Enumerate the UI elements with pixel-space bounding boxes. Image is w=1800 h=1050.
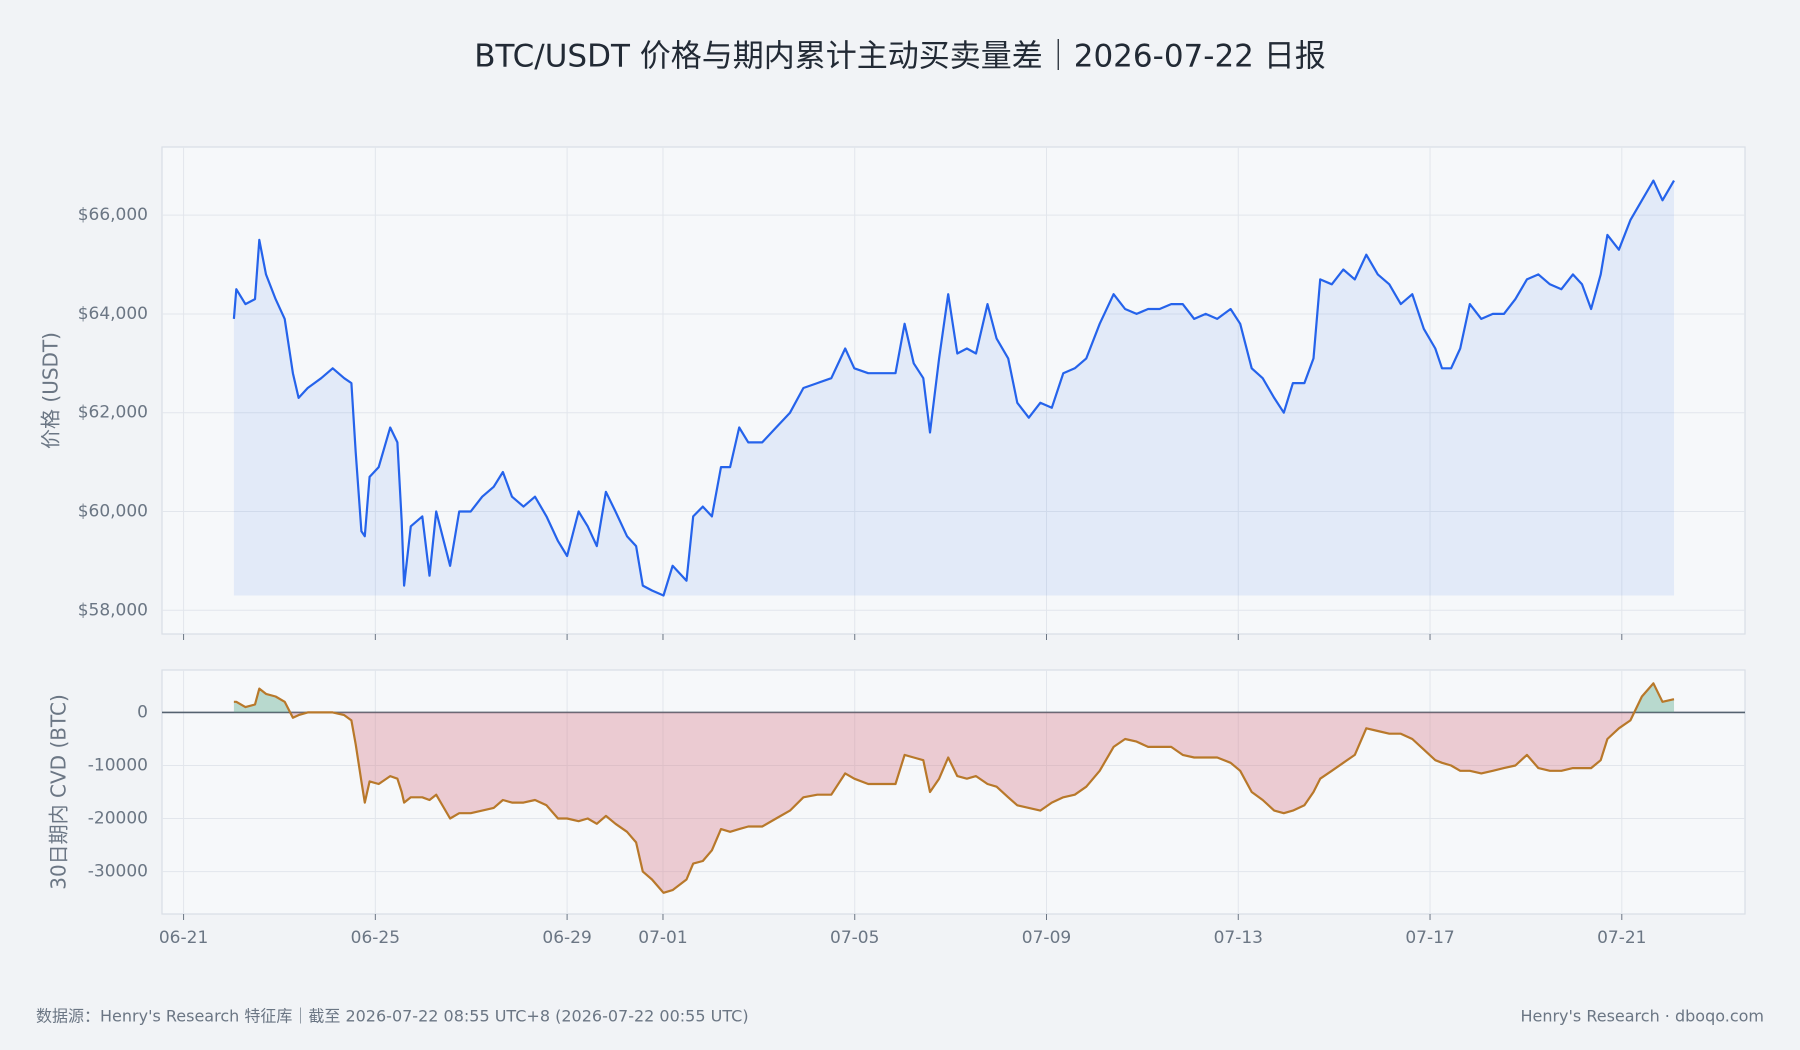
line <box>232 179 1675 597</box>
x-tick-label: 07-01 <box>638 928 687 948</box>
credit: Henry's Research · dboqo.com <box>1520 1007 1764 1026</box>
chart-title: BTC/USDT 价格与期内累计主动买卖量差｜2026-07-22 日报 <box>474 39 1326 75</box>
x-tick-label: 06-25 <box>351 928 400 948</box>
y-tick-label: $64,000 <box>78 304 148 324</box>
x-tick-label: 06-29 <box>542 928 591 948</box>
y-tick-label: -20000 <box>88 809 148 829</box>
x-tick-label: 07-17 <box>1405 928 1454 948</box>
plot-area <box>161 669 1746 915</box>
area <box>233 180 1675 596</box>
line <box>233 682 1675 894</box>
y-tick-label: $58,000 <box>78 600 148 620</box>
y-axis-label: 30日期内 CVD (BTC) <box>47 694 71 890</box>
y-tick-label: $60,000 <box>78 502 148 522</box>
y-tick-label: $66,000 <box>78 205 148 225</box>
x-tick-label: 07-05 <box>830 928 879 948</box>
negative-area <box>233 712 1675 893</box>
y-tick-label: -30000 <box>88 862 148 882</box>
y-tick-label: $62,000 <box>78 403 148 423</box>
x-tick-label: 07-21 <box>1597 928 1646 948</box>
y-tick-label: 0 <box>137 702 148 722</box>
y-tick-label: -10000 <box>88 755 148 775</box>
y-axis-label: 价格 (USDT) <box>39 332 63 449</box>
x-tick-label: 07-09 <box>1022 928 1071 948</box>
x-tick-label: 07-13 <box>1214 928 1263 948</box>
source-note: 数据源：Henry's Research 特征库｜截至 2026-07-22 0… <box>36 1007 749 1026</box>
x-tick-label: 06-21 <box>159 928 208 948</box>
